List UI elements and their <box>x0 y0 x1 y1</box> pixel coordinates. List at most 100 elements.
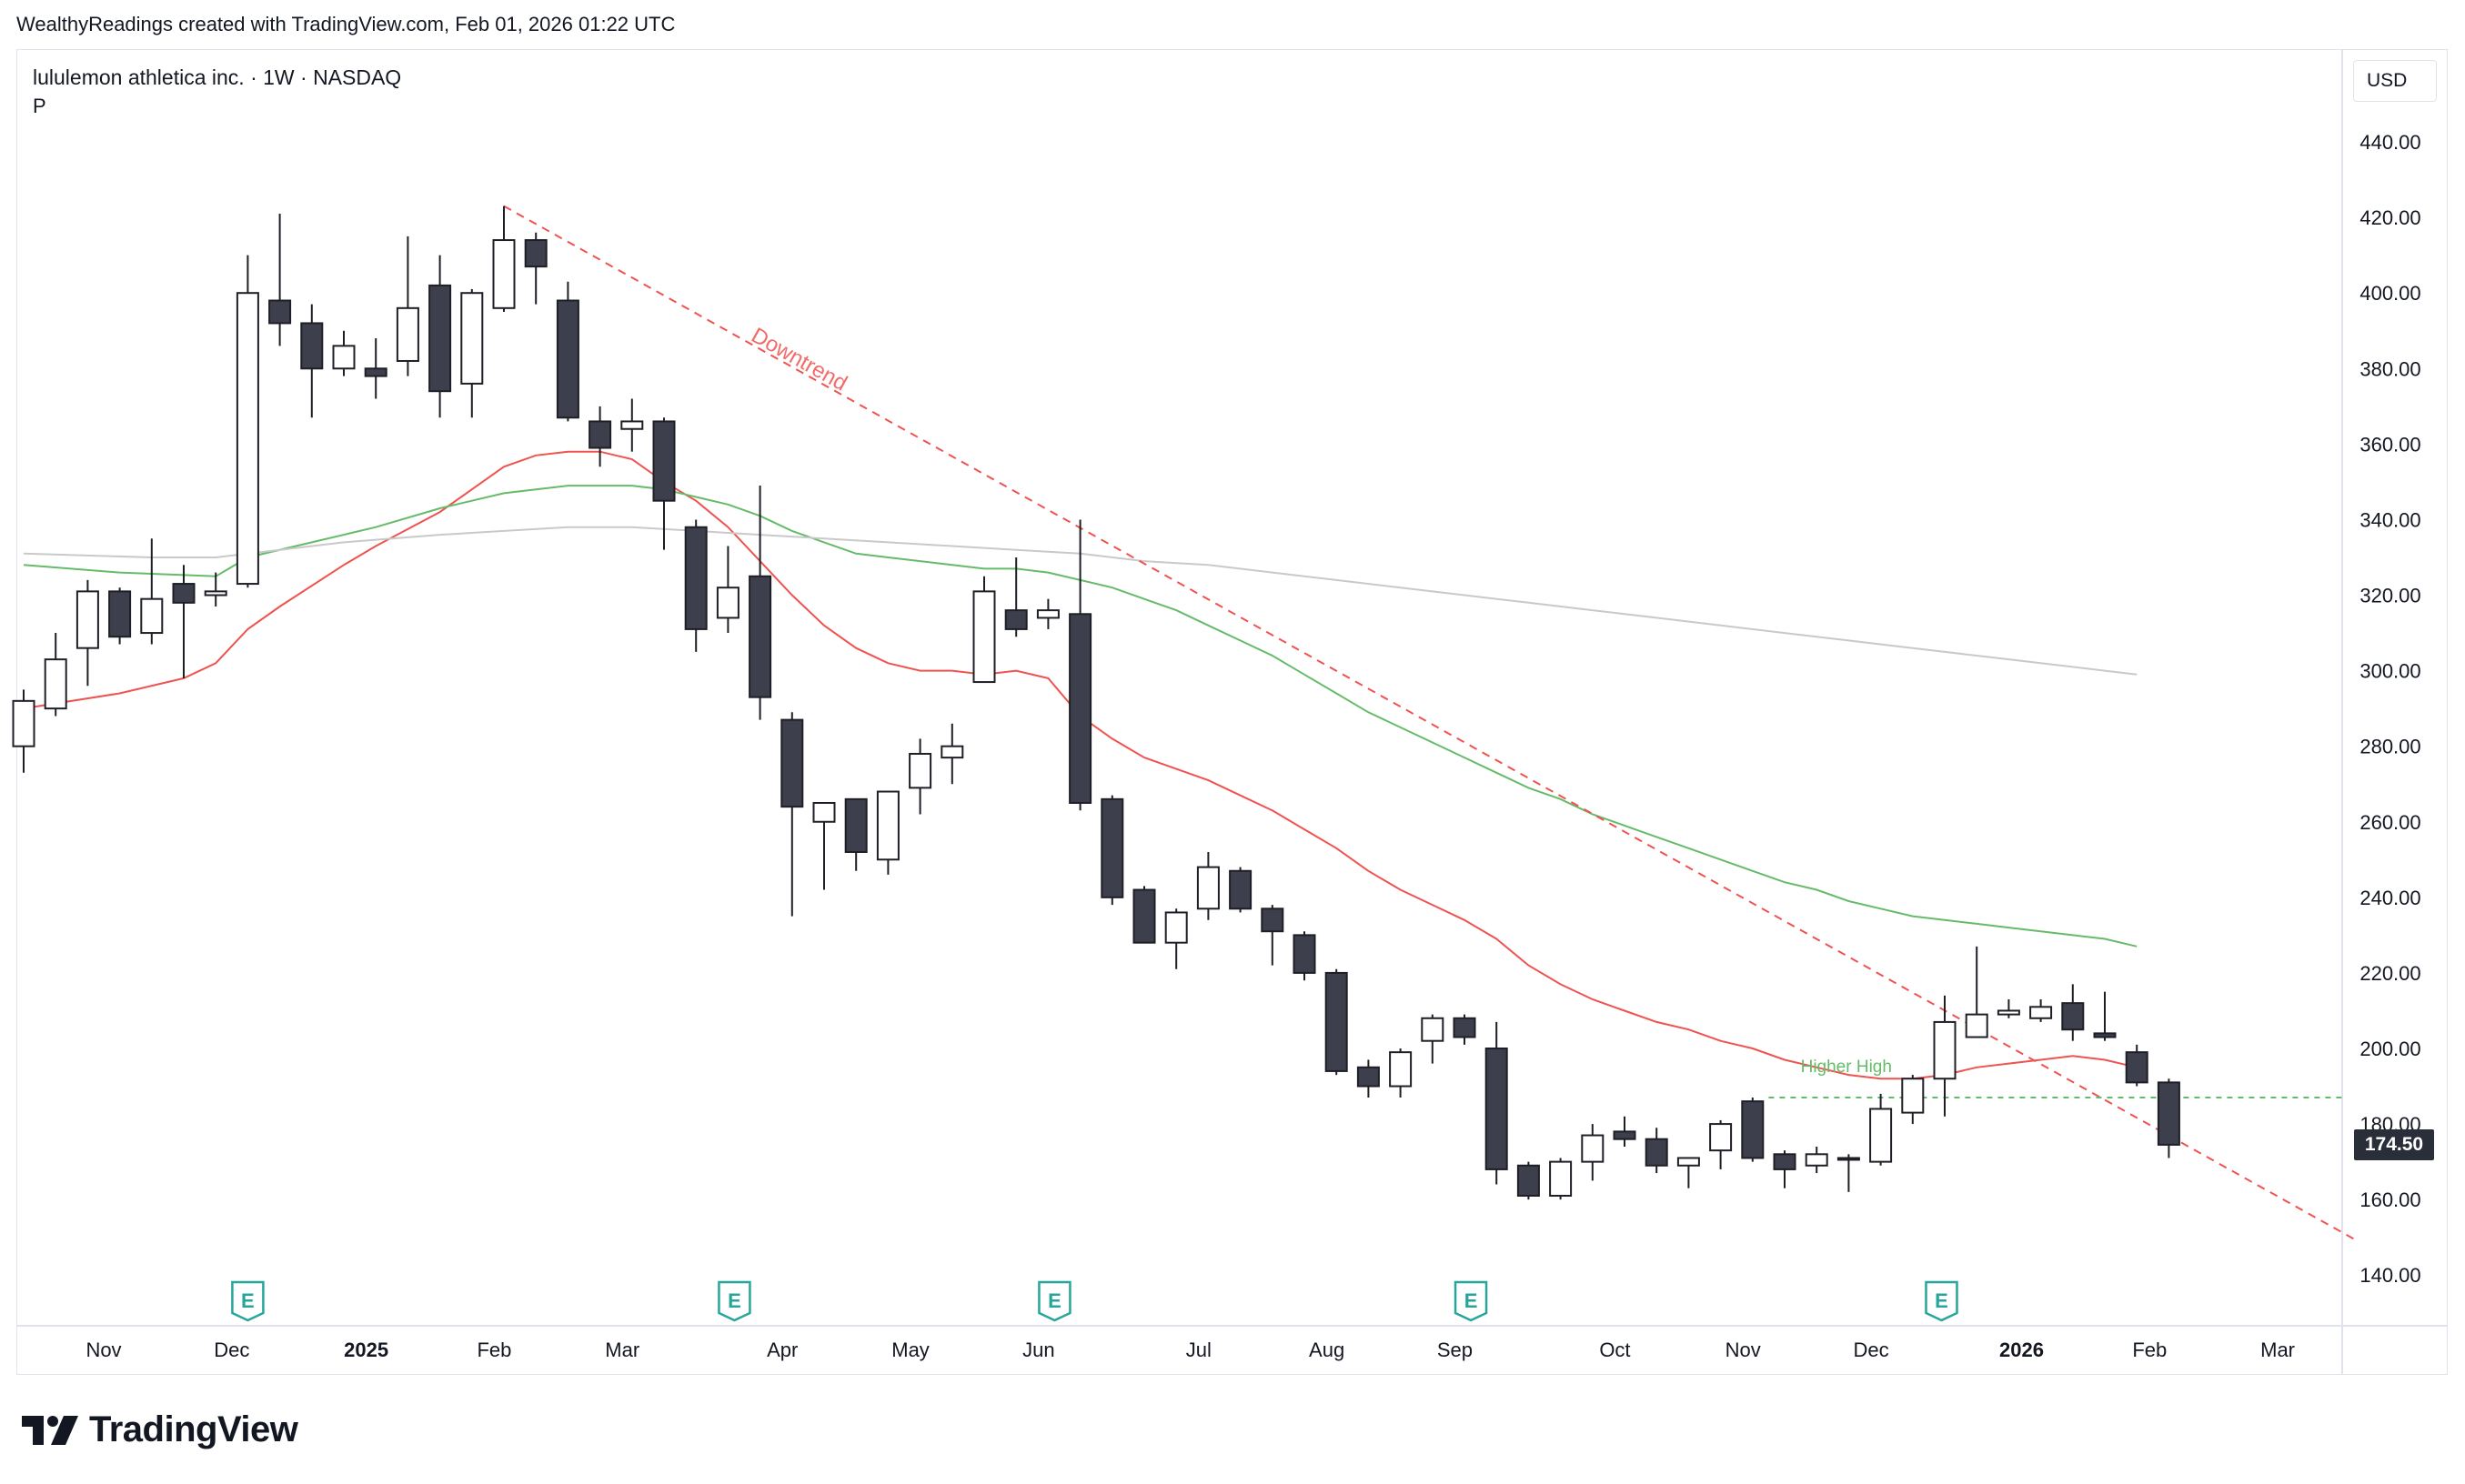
price-tick-label: 260.00 <box>2359 811 2420 834</box>
candle-up <box>204 590 227 597</box>
tradingview-logo-icon <box>22 1415 78 1445</box>
candle-down <box>780 718 804 808</box>
time-tick-label: May <box>891 1339 930 1361</box>
price-tick-label: 160.00 <box>2359 1188 2420 1211</box>
price-tick-label: 300.00 <box>2359 660 2420 683</box>
candle-up <box>1869 1108 1893 1163</box>
currency-button[interactable]: USD <box>2353 60 2437 102</box>
time-tick-label: 2026 <box>1999 1339 2044 1361</box>
candle-up <box>972 590 996 684</box>
time-tick-label: Oct <box>1599 1339 1630 1361</box>
higher-high-label: Higher High <box>1801 1058 1892 1077</box>
price-axis: 140.00160.00180.00200.00220.00240.00260.… <box>2359 131 2420 1287</box>
price-tick-label: 340.00 <box>2359 508 2420 531</box>
candle-up <box>1421 1017 1444 1042</box>
candle-up <box>44 658 67 710</box>
candle-down <box>172 583 196 604</box>
chart-credit: WealthyReadings created with TradingView… <box>16 13 676 35</box>
tradingview-logo: TradingView <box>22 1409 298 1450</box>
candle-up <box>1805 1153 1828 1167</box>
earnings-badge-icon <box>1038 1280 1072 1322</box>
tradingview-logo-text: TradingView <box>89 1409 298 1449</box>
time-tick-label: Mar <box>2260 1339 2295 1361</box>
candle-up <box>812 801 836 823</box>
candle-up <box>876 790 900 861</box>
candle-down <box>1645 1138 1668 1167</box>
time-tick-label: Sep <box>1437 1339 1473 1361</box>
earnings-badge-label: E <box>1048 1289 1061 1312</box>
price-tick-label: 400.00 <box>2359 282 2420 305</box>
candle-up <box>492 239 516 309</box>
time-tick-label: Aug <box>1309 1339 1344 1361</box>
candle-down <box>1004 609 1028 630</box>
moving-average-line <box>23 526 2138 676</box>
earnings-badge-icon <box>231 1280 265 1322</box>
candle-up <box>1549 1160 1573 1198</box>
candle-down <box>1229 869 1253 910</box>
price-tick-label: 140.00 <box>2359 1264 2420 1287</box>
time-tick-label: Apr <box>767 1339 798 1361</box>
candle-up <box>1836 1157 1860 1161</box>
earnings-badge-label: E <box>241 1289 255 1312</box>
earnings-badge-icon <box>718 1280 751 1322</box>
candle-down <box>1356 1066 1380 1088</box>
candle-up <box>1997 1009 2020 1016</box>
time-tick-label: Feb <box>2132 1339 2167 1361</box>
candle-down <box>1516 1164 1540 1198</box>
time-tick-label: Nov <box>86 1339 121 1361</box>
price-tick-label: 200.00 <box>2359 1038 2420 1060</box>
candle-down <box>749 575 772 698</box>
candle-down <box>2093 1032 2117 1038</box>
moving-average-line <box>23 485 2138 948</box>
time-axis: Nov Dec 2025 Feb Mar Apr May Jun Jul Aug Sep Oct Nov… <box>86 1339 2295 1361</box>
candle-down <box>844 797 868 853</box>
price-tick-label: 280.00 <box>2359 736 2420 758</box>
candle-down <box>1613 1130 1636 1140</box>
earnings-badge-icon <box>1454 1280 1488 1322</box>
time-tick-label: Dec <box>1853 1339 1888 1361</box>
candle-up <box>396 306 419 362</box>
downtrend-line <box>503 205 2359 1242</box>
candle-down <box>2061 1002 2085 1031</box>
candle-up <box>1901 1078 1925 1114</box>
candle-up <box>140 597 164 635</box>
candle-up <box>1676 1157 1700 1167</box>
candle-down <box>1324 971 1348 1072</box>
last-price-tag: 174.50 <box>2354 1129 2434 1160</box>
candle-down <box>268 299 292 325</box>
price-tick-label: 320.00 <box>2359 585 2420 607</box>
earnings-badge-label: E <box>1935 1289 1948 1312</box>
moving-averages <box>23 450 2138 1080</box>
time-tick-label: 2025 <box>344 1339 388 1361</box>
candle-up <box>1933 1020 1957 1080</box>
time-tick-label: Jul <box>1186 1339 1212 1361</box>
candle-up <box>1581 1134 1605 1163</box>
price-tick-label: 240.00 <box>2359 887 2420 909</box>
candle-up <box>332 345 356 370</box>
candle-up <box>460 292 484 385</box>
price-tick-label: 220.00 <box>2359 962 2420 985</box>
price-tick-label: 360.00 <box>2359 433 2420 456</box>
downtrend-label: Downtrend <box>747 323 850 396</box>
candle-up <box>12 699 35 747</box>
candle-up <box>75 590 99 649</box>
candle-down <box>524 239 548 268</box>
candle-down <box>1101 797 1124 898</box>
earnings-badge-label: E <box>728 1289 741 1312</box>
price-tick-label: 380.00 <box>2359 357 2420 380</box>
candle-up <box>1709 1123 1733 1152</box>
time-tick-label: Dec <box>214 1339 249 1361</box>
candles <box>12 206 2180 1200</box>
symbol-title[interactable]: lululemon athletica inc. · 1W · NASDAQ <box>33 65 402 89</box>
candle-up <box>1389 1051 1413 1088</box>
time-tick-label: Feb <box>477 1339 511 1361</box>
candle-up <box>2029 1006 2053 1019</box>
time-tick-label: Nov <box>1726 1339 1761 1361</box>
time-tick-label: Jun <box>1022 1339 1054 1361</box>
candle-down <box>1261 907 1284 933</box>
candle-down <box>300 322 324 370</box>
candle-down <box>1293 934 1316 974</box>
candle-up <box>1164 911 1188 944</box>
